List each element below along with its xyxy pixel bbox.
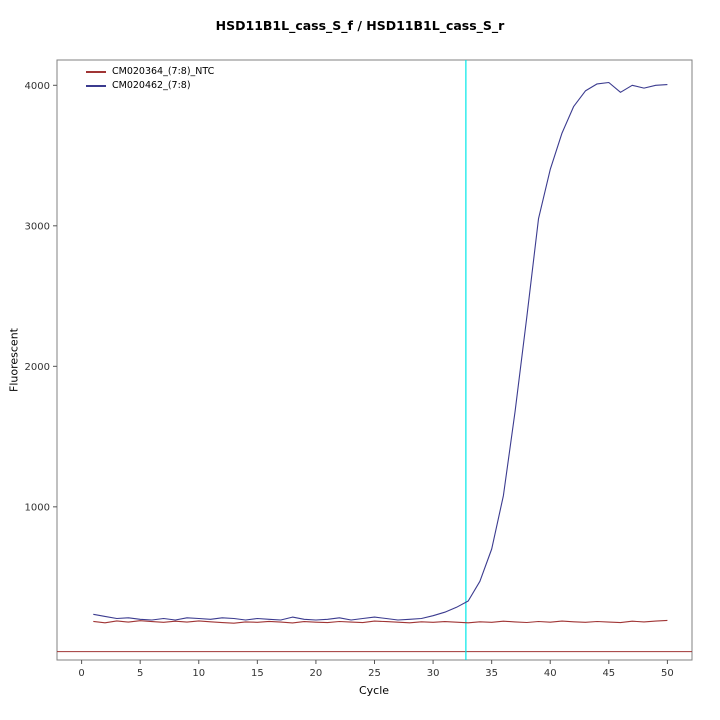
svg-text:10: 10 (192, 668, 205, 679)
svg-text:0: 0 (78, 668, 84, 679)
svg-text:5: 5 (137, 668, 143, 679)
svg-text:50: 50 (661, 668, 674, 679)
svg-text:45: 45 (602, 668, 615, 679)
legend: CM020364_(7:8)_NTC CM020462_(7:8) (86, 66, 214, 91)
legend-label-ntc: CM020364_(7:8)_NTC (112, 66, 215, 77)
legend-label-sample: CM020462_(7:8) (112, 80, 191, 91)
chart-title: HSD11B1L_cass_S_f / HSD11B1L_cass_S_r (215, 18, 505, 33)
svg-text:1000: 1000 (25, 502, 50, 513)
svg-text:30: 30 (427, 668, 440, 679)
legend-item-ntc: CM020364_(7:8)_NTC (86, 66, 214, 77)
x-axis-label: Cycle (358, 684, 390, 697)
svg-text:20: 20 (310, 668, 323, 679)
svg-text:35: 35 (485, 668, 498, 679)
svg-text:3000: 3000 (25, 221, 50, 232)
svg-text:15: 15 (251, 668, 264, 679)
legend-line-red-icon (86, 70, 106, 73)
legend-item-sample: CM020462_(7:8) (86, 80, 214, 91)
svg-text:4000: 4000 (25, 81, 50, 92)
legend-line-blue-icon (86, 84, 106, 87)
svg-text:25: 25 (368, 668, 381, 679)
svg-text:40: 40 (544, 668, 557, 679)
svg-text:2000: 2000 (25, 362, 50, 373)
